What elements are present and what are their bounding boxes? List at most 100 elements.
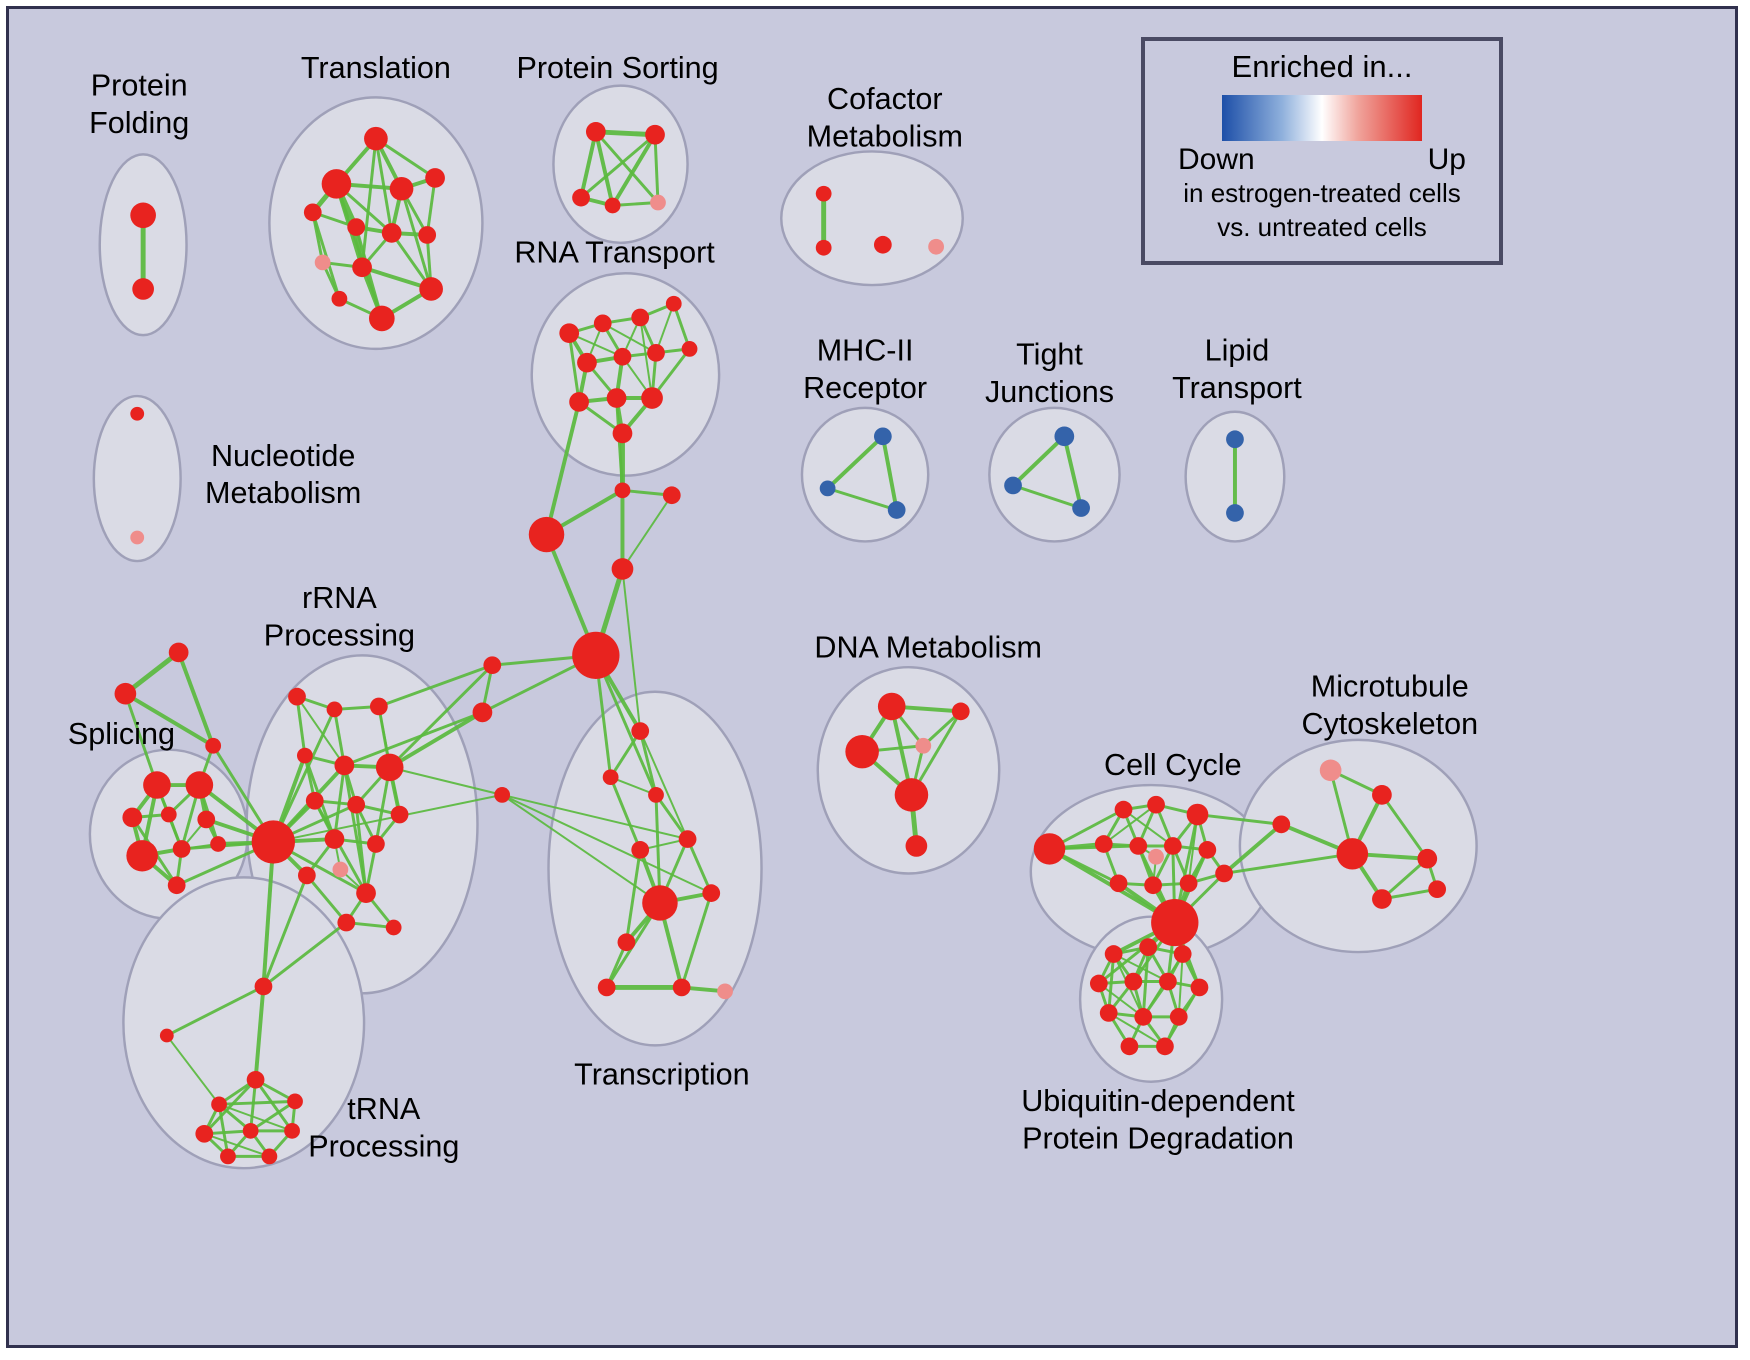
edge <box>580 133 656 199</box>
node <box>337 913 356 932</box>
node <box>1109 874 1128 893</box>
edge <box>166 1034 220 1105</box>
node <box>613 347 632 366</box>
edge <box>615 397 624 491</box>
node <box>645 124 665 145</box>
node <box>130 530 145 545</box>
node <box>1104 945 1123 963</box>
edge <box>249 1100 296 1133</box>
edge <box>609 776 642 851</box>
cluster-ellipse-nucleotide-metabolism <box>92 394 182 563</box>
cluster-label-translation: Translation <box>301 51 451 85</box>
node <box>1169 1008 1188 1026</box>
edge <box>680 892 713 988</box>
edge <box>654 794 662 903</box>
node <box>296 747 313 764</box>
node <box>877 692 906 721</box>
node <box>185 771 214 799</box>
node <box>418 226 437 244</box>
legend-subtitle-line1: in estrogen-treated cells <box>1183 178 1461 208</box>
edge <box>602 322 657 354</box>
edge <box>610 776 657 796</box>
cluster-ellipse-cofactor-metabolism <box>780 150 964 287</box>
edge <box>305 874 348 924</box>
edge <box>262 874 309 987</box>
legend-title: Enriched in... <box>1231 49 1413 84</box>
node <box>321 169 352 199</box>
edge <box>639 317 654 399</box>
edge <box>360 138 378 268</box>
cluster-ellipse-rna-transport <box>530 272 721 477</box>
node <box>1139 938 1158 956</box>
node <box>873 235 892 254</box>
node <box>631 841 650 859</box>
cluster-label-ubiquitin-degradation: Ubiquitin-dependent <box>1021 1084 1295 1118</box>
node <box>331 290 348 307</box>
node <box>352 257 372 278</box>
node <box>604 197 621 214</box>
node <box>1336 838 1369 870</box>
node <box>915 737 932 754</box>
edge <box>594 654 658 796</box>
node <box>1190 978 1209 997</box>
edge <box>176 651 216 747</box>
node <box>815 239 832 256</box>
edge <box>361 265 432 291</box>
node <box>611 558 634 580</box>
edge <box>624 849 642 943</box>
edge <box>166 985 265 1037</box>
cluster-label-cell-cycle: Cell Cycle <box>1104 748 1242 782</box>
node <box>381 223 402 243</box>
node <box>641 387 663 409</box>
node <box>425 168 445 188</box>
node <box>1319 759 1342 782</box>
node <box>326 701 343 718</box>
node <box>1151 899 1199 947</box>
edge <box>123 693 159 786</box>
node <box>126 840 158 872</box>
cluster-label-mhc-ii-receptor: Receptor <box>803 371 927 405</box>
edge <box>1103 803 1157 845</box>
edge <box>378 663 493 708</box>
node <box>334 755 355 776</box>
node <box>602 769 619 786</box>
node <box>356 883 376 903</box>
cluster-ellipse-transcription <box>547 690 763 1047</box>
node <box>122 807 143 828</box>
legend-gradient-bar <box>1222 95 1422 141</box>
node <box>168 642 189 663</box>
node <box>1129 837 1148 855</box>
node <box>672 978 691 997</box>
node <box>1163 837 1182 855</box>
node <box>1156 1037 1174 1056</box>
edge <box>827 486 898 512</box>
edge <box>1012 484 1082 510</box>
cluster-label-transcription: Transcription <box>574 1058 750 1092</box>
node <box>702 884 721 902</box>
node <box>287 1093 303 1110</box>
node <box>305 791 324 810</box>
node <box>390 805 409 824</box>
node <box>1072 499 1090 517</box>
cluster-label-ubiquitin-degradation: Protein Degradation <box>1022 1122 1294 1156</box>
node <box>1173 945 1192 963</box>
node <box>220 1148 236 1165</box>
node <box>1094 835 1113 853</box>
edge <box>1177 953 1184 1017</box>
node <box>572 188 590 207</box>
node <box>1372 785 1392 805</box>
node <box>845 734 879 769</box>
edge <box>880 435 899 511</box>
cluster-label-mhc-ii-receptor: MHC-II <box>817 334 914 368</box>
node <box>1144 876 1162 895</box>
node <box>297 866 316 885</box>
cluster-label-rna-transport: RNA Transport <box>514 236 715 270</box>
edge <box>271 708 336 843</box>
cluster-label-nucleotide-metabolism: Nucleotide <box>211 439 355 473</box>
edge <box>1223 852 1353 875</box>
node <box>195 1124 214 1143</box>
edge <box>388 664 494 769</box>
node <box>314 254 331 271</box>
node <box>819 480 836 497</box>
node <box>1089 974 1108 993</box>
